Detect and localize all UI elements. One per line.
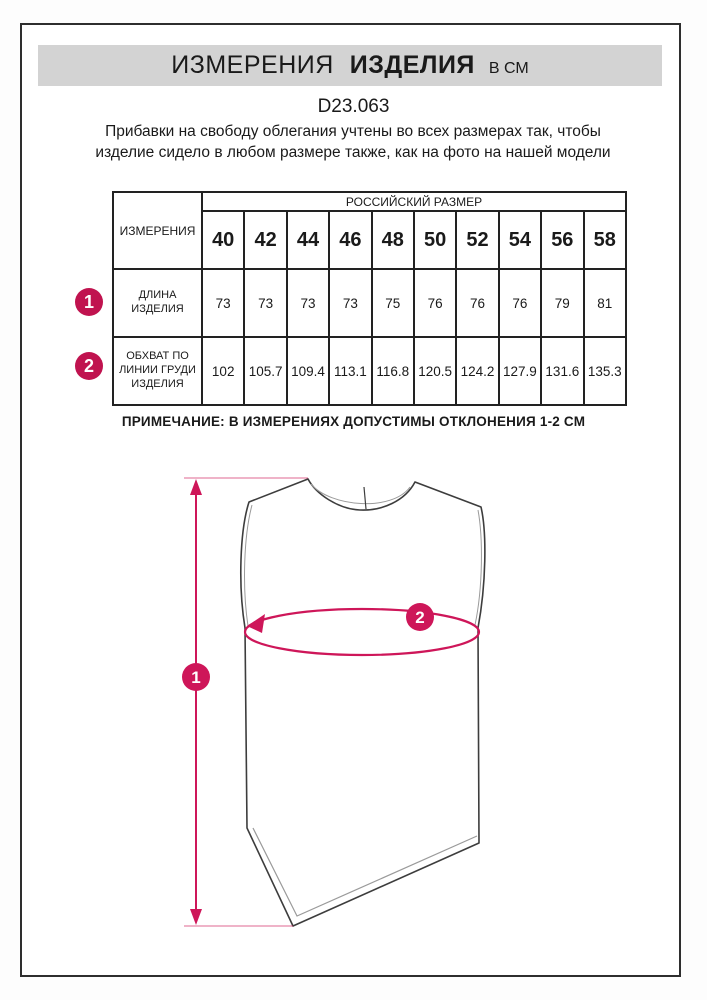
value-cell: 102 xyxy=(200,336,246,406)
value-cell: 124.2 xyxy=(455,336,500,406)
value-cell: 73 xyxy=(328,268,373,338)
diagram-marker-1 xyxy=(182,663,210,691)
table-row-length: ДЛИНА ИЗДЕЛИЯ 73 73 73 73 75 76 76 76 79… xyxy=(112,268,628,338)
size-cell: 44 xyxy=(285,210,331,270)
value-cell: 113.1 xyxy=(328,336,373,406)
size-cell: 42 xyxy=(243,210,288,270)
size-cell: 52 xyxy=(455,210,500,270)
value-cell: 73 xyxy=(285,268,331,338)
size-cell: 46 xyxy=(328,210,373,270)
row-marker-1: 1 xyxy=(75,288,103,316)
size-cell: 58 xyxy=(582,210,628,270)
table-header-row: ИЗМЕРЕНИЯ РОССИЙСКИЙ РАЗМЕР xyxy=(112,191,627,270)
value-cell: 76 xyxy=(455,268,500,338)
row-marker-2: 2 xyxy=(75,352,103,380)
hem-stitch xyxy=(252,827,478,917)
size-cell: 40 xyxy=(200,210,246,270)
size-cell: 54 xyxy=(497,210,543,270)
garment-outline xyxy=(239,478,486,927)
sizes-row: 40 42 44 46 48 50 52 54 56 58 xyxy=(113,210,628,270)
russian-size-header-cell: РОССИЙСКИЙ РАЗМЕР xyxy=(201,191,627,212)
row-label-length: ДЛИНА ИЗДЕЛИЯ xyxy=(112,268,203,338)
value-cell: 76 xyxy=(497,268,543,338)
value-cell: 73 xyxy=(200,268,246,338)
measurements-header-cell: ИЗМЕРЕНИЯ xyxy=(112,191,203,270)
left-armhole-stitch xyxy=(244,504,253,627)
value-cell: 131.6 xyxy=(540,336,585,406)
title-bar: ИЗМЕРЕНИЯ ИЗДЕЛИЯ В СМ xyxy=(38,45,662,86)
value-cell: 81 xyxy=(582,268,628,338)
size-cell: 50 xyxy=(412,210,458,270)
product-code: D23.063 xyxy=(317,96,390,117)
size-table: ИЗМЕРЕНИЯ РОССИЙСКИЙ РАЗМЕР 40 42 44 46 … xyxy=(112,191,628,406)
diagram-marker-2 xyxy=(406,603,434,631)
diagram-marker-2-label: 2 xyxy=(415,608,424,627)
table-row-chest: ОБХВАТ ПО ЛИНИИ ГРУДИ ИЗДЕЛИЯ 102 105.7 … xyxy=(112,336,628,406)
row-label-chest: ОБХВАТ ПО ЛИНИИ ГРУДИ ИЗДЕЛИЯ xyxy=(112,336,203,406)
value-cell: 116.8 xyxy=(370,336,415,406)
arrowhead-left xyxy=(247,614,265,633)
value-cell: 127.9 xyxy=(497,336,543,406)
value-cell: 73 xyxy=(243,268,288,338)
neckline-stitch xyxy=(310,483,411,504)
arrowhead-up xyxy=(190,479,202,495)
page-title-units: В СМ xyxy=(488,59,529,77)
value-cell: 105.7 xyxy=(243,336,288,406)
fit-description: Прибавки на свободу облегания учтены во … xyxy=(95,123,611,162)
page-title-emphasis: ИЗДЕЛИЯ xyxy=(349,51,475,79)
size-cell: 48 xyxy=(370,210,415,270)
value-cell: 109.4 xyxy=(285,336,331,406)
length-dimension xyxy=(184,477,308,927)
center-back-seam xyxy=(363,486,367,510)
value-cell: 135.3 xyxy=(582,336,628,406)
value-cell: 120.5 xyxy=(412,336,458,406)
size-cell: 56 xyxy=(540,210,585,270)
arrowhead-down xyxy=(190,909,202,925)
right-armhole-stitch xyxy=(474,509,482,626)
value-cell: 76 xyxy=(412,268,458,338)
chest-dimension xyxy=(243,607,481,657)
value-cell: 79 xyxy=(540,268,585,338)
tolerance-note: ПРИМЕЧАНИЕ: В ИЗМЕРЕНИЯХ ДОПУСТИМЫ ОТКЛО… xyxy=(121,414,586,429)
page-title: ИЗМЕРЕНИЯ xyxy=(171,51,334,79)
value-cell: 75 xyxy=(370,268,415,338)
diagram-marker-1-label: 1 xyxy=(191,668,200,687)
